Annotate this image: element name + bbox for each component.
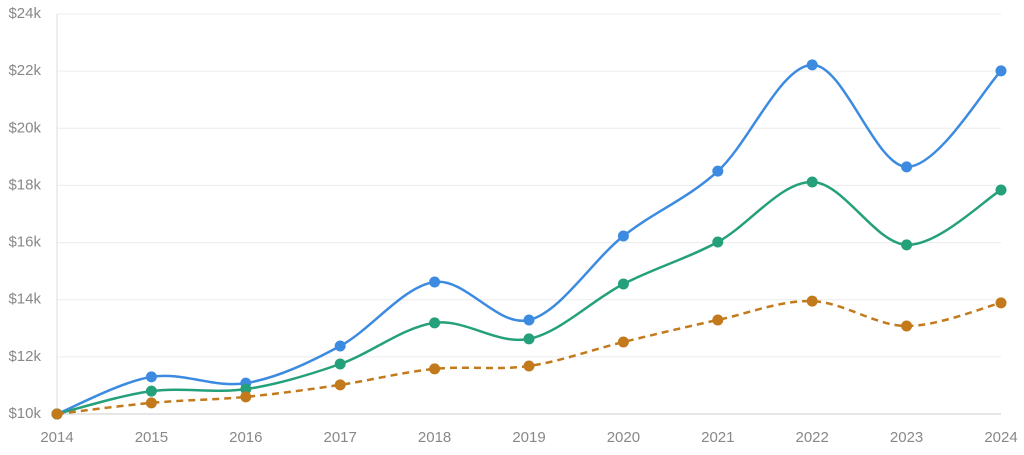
point (712, 314, 724, 326)
point (240, 391, 252, 403)
x-tick-label: 2019 (512, 429, 545, 446)
point (995, 297, 1007, 309)
y-tick-label: $22k (8, 62, 41, 79)
point (523, 314, 535, 326)
point (806, 176, 818, 188)
x-tick-label: 2023 (890, 429, 923, 446)
point (617, 230, 629, 242)
point (334, 379, 346, 391)
x-tick-label: 2024 (984, 429, 1017, 446)
point (806, 59, 818, 71)
x-tick-label: 2020 (607, 429, 640, 446)
point (240, 383, 252, 395)
x-tick-label: 2017 (324, 429, 357, 446)
x-tick-label: 2018 (418, 429, 451, 446)
point (429, 276, 441, 288)
point (806, 295, 818, 307)
point (901, 161, 913, 173)
x-tick-label: 2016 (229, 429, 262, 446)
series-line (56, 63, 1002, 416)
point (901, 239, 913, 251)
y-tick-label: $10k (8, 405, 41, 422)
y-tick-label: $20k (8, 119, 41, 136)
y-tick-label: $16k (8, 234, 41, 251)
point (712, 236, 724, 248)
point (334, 340, 346, 352)
point (334, 358, 346, 370)
series-line (56, 180, 1002, 416)
point (712, 165, 724, 177)
y-tick-label: $12k (8, 348, 41, 365)
x-tick-label: 2014 (40, 429, 73, 446)
x-tick-label: 2021 (701, 429, 734, 446)
point (617, 336, 629, 348)
x-tick-label: 2022 (796, 429, 829, 446)
point (995, 184, 1007, 196)
series-line (56, 299, 1002, 416)
point (523, 333, 535, 345)
point (51, 408, 63, 420)
point (145, 385, 157, 397)
point (145, 397, 157, 409)
point (429, 363, 441, 375)
y-tick-label: $18k (8, 176, 41, 193)
point (901, 320, 913, 332)
point (617, 278, 629, 290)
y-tick-label: $14k (8, 291, 41, 308)
point (145, 371, 157, 383)
y-tick-label: $24k (8, 5, 41, 22)
point (995, 65, 1007, 77)
point (429, 317, 441, 329)
point (523, 360, 535, 372)
x-tick-label: 2015 (135, 429, 168, 446)
